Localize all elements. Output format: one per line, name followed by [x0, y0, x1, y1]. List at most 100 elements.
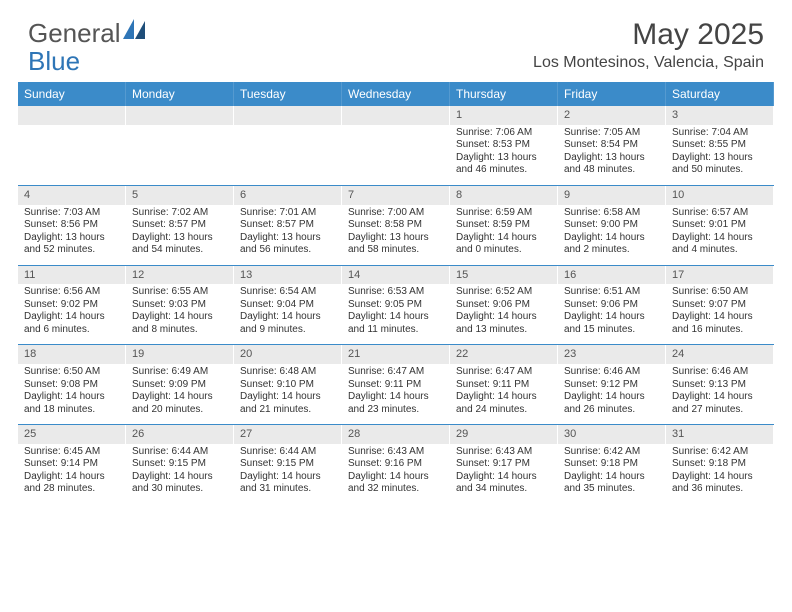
- day-number: [342, 106, 449, 125]
- sunset-text: Sunset: 8:59 PM: [456, 219, 551, 232]
- sunset-text: Sunset: 9:18 PM: [672, 458, 767, 471]
- weeks-container: 1Sunrise: 7:06 AMSunset: 8:53 PMDaylight…: [18, 106, 774, 504]
- weekday-header: Wednesday: [342, 82, 450, 106]
- day-number: 27: [234, 425, 341, 444]
- day-number: 30: [558, 425, 665, 444]
- daylight-text: Daylight: 14 hours and 34 minutes.: [456, 471, 551, 496]
- brand-part2: Blue: [28, 46, 80, 77]
- sunset-text: Sunset: 8:55 PM: [672, 139, 767, 152]
- sunrise-text: Sunrise: 6:46 AM: [672, 366, 767, 379]
- day-number: 8: [450, 186, 557, 205]
- sunset-text: Sunset: 8:57 PM: [132, 219, 227, 232]
- day-body: Sunrise: 7:04 AMSunset: 8:55 PMDaylight:…: [666, 125, 773, 185]
- sunrise-text: Sunrise: 7:04 AM: [672, 127, 767, 140]
- day-cell: 29Sunrise: 6:43 AMSunset: 9:17 PMDayligh…: [450, 425, 558, 504]
- day-body: Sunrise: 6:42 AMSunset: 9:18 PMDaylight:…: [558, 444, 665, 504]
- day-number: 16: [558, 266, 665, 285]
- weekday-header: Friday: [558, 82, 666, 106]
- sunrise-text: Sunrise: 7:01 AM: [240, 207, 335, 220]
- daylight-text: Daylight: 14 hours and 24 minutes.: [456, 391, 551, 416]
- day-cell: 2Sunrise: 7:05 AMSunset: 8:54 PMDaylight…: [558, 106, 666, 185]
- sunset-text: Sunset: 9:03 PM: [132, 299, 227, 312]
- title-block: May 2025 Los Montesinos, Valencia, Spain: [533, 18, 764, 72]
- day-cell: 11Sunrise: 6:56 AMSunset: 9:02 PMDayligh…: [18, 266, 126, 345]
- sunset-text: Sunset: 8:53 PM: [456, 139, 551, 152]
- daylight-text: Daylight: 13 hours and 58 minutes.: [348, 232, 443, 257]
- daylight-text: Daylight: 13 hours and 50 minutes.: [672, 152, 767, 177]
- day-body: Sunrise: 6:46 AMSunset: 9:12 PMDaylight:…: [558, 364, 665, 424]
- daylight-text: Daylight: 14 hours and 26 minutes.: [564, 391, 659, 416]
- day-body: Sunrise: 6:47 AMSunset: 9:11 PMDaylight:…: [342, 364, 449, 424]
- day-body: Sunrise: 7:02 AMSunset: 8:57 PMDaylight:…: [126, 205, 233, 265]
- sunrise-text: Sunrise: 6:50 AM: [672, 286, 767, 299]
- sunset-text: Sunset: 9:06 PM: [564, 299, 659, 312]
- day-number: 9: [558, 186, 665, 205]
- page-header: General May 2025 Los Montesinos, Valenci…: [0, 0, 792, 76]
- sunset-text: Sunset: 9:05 PM: [348, 299, 443, 312]
- sunrise-text: Sunrise: 6:52 AM: [456, 286, 551, 299]
- sunrise-text: Sunrise: 6:48 AM: [240, 366, 335, 379]
- day-number: 15: [450, 266, 557, 285]
- day-number: 25: [18, 425, 125, 444]
- sunset-text: Sunset: 8:54 PM: [564, 139, 659, 152]
- day-number: 22: [450, 345, 557, 364]
- daylight-text: Daylight: 13 hours and 54 minutes.: [132, 232, 227, 257]
- daylight-text: Daylight: 14 hours and 35 minutes.: [564, 471, 659, 496]
- day-cell: 5Sunrise: 7:02 AMSunset: 8:57 PMDaylight…: [126, 186, 234, 265]
- day-number: 19: [126, 345, 233, 364]
- day-cell: 31Sunrise: 6:42 AMSunset: 9:18 PMDayligh…: [666, 425, 774, 504]
- day-body: Sunrise: 6:54 AMSunset: 9:04 PMDaylight:…: [234, 284, 341, 344]
- day-body: Sunrise: 6:57 AMSunset: 9:01 PMDaylight:…: [666, 205, 773, 265]
- daylight-text: Daylight: 13 hours and 46 minutes.: [456, 152, 551, 177]
- sunrise-text: Sunrise: 6:50 AM: [24, 366, 119, 379]
- day-body: Sunrise: 6:50 AMSunset: 9:08 PMDaylight:…: [18, 364, 125, 424]
- sunrise-text: Sunrise: 6:53 AM: [348, 286, 443, 299]
- sunrise-text: Sunrise: 6:49 AM: [132, 366, 227, 379]
- day-cell: 19Sunrise: 6:49 AMSunset: 9:09 PMDayligh…: [126, 345, 234, 424]
- day-body: Sunrise: 7:03 AMSunset: 8:56 PMDaylight:…: [18, 205, 125, 265]
- weekday-header: Sunday: [18, 82, 126, 106]
- sunrise-text: Sunrise: 7:00 AM: [348, 207, 443, 220]
- day-cell: 20Sunrise: 6:48 AMSunset: 9:10 PMDayligh…: [234, 345, 342, 424]
- day-cell: 21Sunrise: 6:47 AMSunset: 9:11 PMDayligh…: [342, 345, 450, 424]
- week-row: 4Sunrise: 7:03 AMSunset: 8:56 PMDaylight…: [18, 185, 774, 265]
- day-body: Sunrise: 6:50 AMSunset: 9:07 PMDaylight:…: [666, 284, 773, 344]
- sunset-text: Sunset: 9:18 PM: [564, 458, 659, 471]
- sunrise-text: Sunrise: 7:06 AM: [456, 127, 551, 140]
- day-number: [126, 106, 233, 125]
- day-number: 13: [234, 266, 341, 285]
- day-number: [234, 106, 341, 125]
- brand-logo: General: [28, 18, 145, 49]
- day-number: 2: [558, 106, 665, 125]
- weekday-header: Thursday: [450, 82, 558, 106]
- day-number: 7: [342, 186, 449, 205]
- daylight-text: Daylight: 14 hours and 18 minutes.: [24, 391, 119, 416]
- day-cell: 6Sunrise: 7:01 AMSunset: 8:57 PMDaylight…: [234, 186, 342, 265]
- day-body: Sunrise: 6:43 AMSunset: 9:17 PMDaylight:…: [450, 444, 557, 504]
- sunrise-text: Sunrise: 6:46 AM: [564, 366, 659, 379]
- daylight-text: Daylight: 14 hours and 15 minutes.: [564, 311, 659, 336]
- daylight-text: Daylight: 14 hours and 31 minutes.: [240, 471, 335, 496]
- day-cell: 30Sunrise: 6:42 AMSunset: 9:18 PMDayligh…: [558, 425, 666, 504]
- sunrise-text: Sunrise: 7:03 AM: [24, 207, 119, 220]
- sunrise-text: Sunrise: 6:47 AM: [348, 366, 443, 379]
- sunset-text: Sunset: 8:57 PM: [240, 219, 335, 232]
- month-title: May 2025: [533, 18, 764, 52]
- sunset-text: Sunset: 9:15 PM: [132, 458, 227, 471]
- day-number: 14: [342, 266, 449, 285]
- day-body: Sunrise: 7:01 AMSunset: 8:57 PMDaylight:…: [234, 205, 341, 265]
- day-cell: 14Sunrise: 6:53 AMSunset: 9:05 PMDayligh…: [342, 266, 450, 345]
- sunrise-text: Sunrise: 6:54 AM: [240, 286, 335, 299]
- day-number: [18, 106, 125, 125]
- sunrise-text: Sunrise: 6:44 AM: [240, 446, 335, 459]
- day-number: 24: [666, 345, 773, 364]
- sunrise-text: Sunrise: 6:42 AM: [672, 446, 767, 459]
- day-cell: 7Sunrise: 7:00 AMSunset: 8:58 PMDaylight…: [342, 186, 450, 265]
- day-cell: [126, 106, 234, 185]
- sunset-text: Sunset: 9:11 PM: [348, 379, 443, 392]
- day-cell: [342, 106, 450, 185]
- sunset-text: Sunset: 9:15 PM: [240, 458, 335, 471]
- day-cell: [18, 106, 126, 185]
- day-cell: 1Sunrise: 7:06 AMSunset: 8:53 PMDaylight…: [450, 106, 558, 185]
- day-body: [126, 125, 233, 185]
